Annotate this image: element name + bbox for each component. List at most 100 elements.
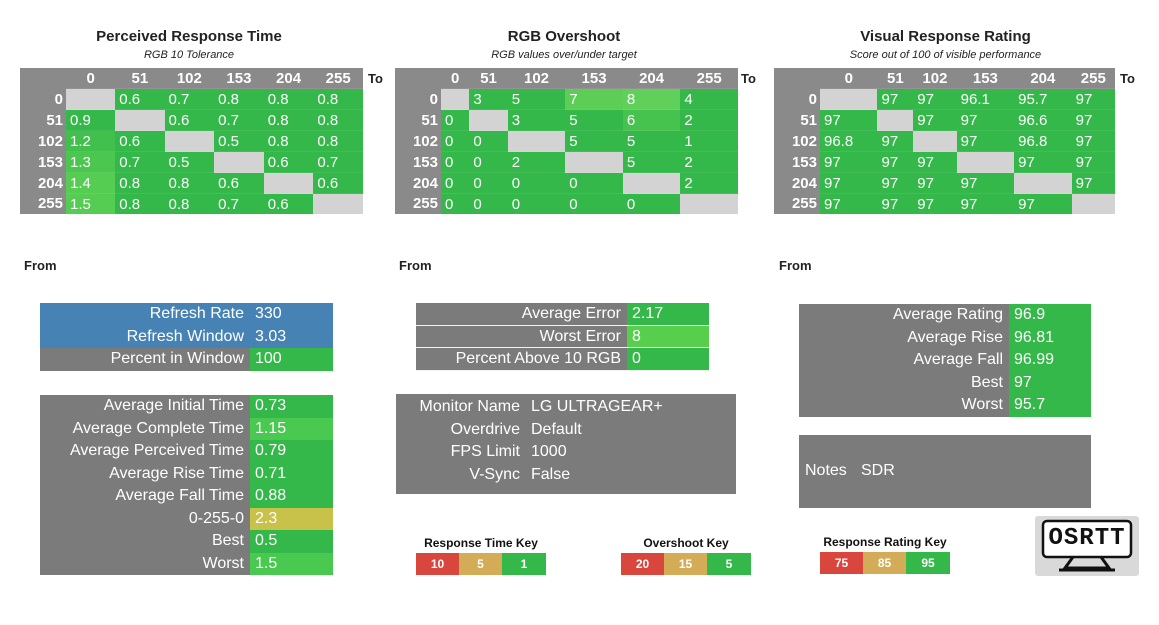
times-label: Best (40, 530, 250, 553)
from-axis-label: From (399, 258, 432, 273)
matrix-cell: 1 (680, 130, 738, 152)
row-header: 204 (20, 172, 66, 194)
rating-matrix: 0 51 102 153 204 255 0 97 97 96.1 95.7 97 51 97 97 97 96… (774, 68, 1115, 214)
row-header: 102 (20, 130, 66, 152)
matrix-cell: 1.5 (66, 193, 116, 214)
monitor-value: LG ULTRAGEAR+ (531, 398, 663, 415)
row-header: 51 (774, 109, 820, 131)
column-header: 102 (164, 68, 215, 89)
matrix-row: 51 0 3 5 6 2 (395, 109, 738, 131)
monitor-logo-icon (1041, 519, 1133, 572)
matrix-cell: 0.9 (66, 109, 116, 131)
errors-value: 0 (627, 348, 709, 371)
column-header: 204 (263, 68, 314, 89)
times-label: Average Perceived Time (40, 440, 250, 463)
matrix-row: 204 1.4 0.8 0.8 0.6 0.6 (20, 172, 363, 194)
matrix-cell: 0.6 (164, 109, 215, 131)
refresh-value: 100 (250, 348, 333, 371)
key-cell-bad: 75 (820, 552, 863, 574)
matrix-cell: 97 (1071, 172, 1115, 194)
times-value: 0.73 (250, 395, 333, 418)
matrix-cell: 0 (622, 193, 681, 214)
errors-row: Worst Error 8 (416, 325, 709, 348)
matrix-cell: 3 (469, 88, 508, 110)
matrix-cell: 0.5 (164, 151, 215, 173)
key-cell-mid: 15 (664, 553, 707, 575)
ratings-label: Worst (799, 394, 1009, 417)
times-row: Average Fall Time 0.88 (40, 485, 333, 508)
column-header: 102 (507, 68, 566, 89)
matrix-cell-empty (877, 109, 914, 131)
matrix-cell: 97 (820, 172, 878, 194)
refresh-label: Refresh Window (40, 325, 250, 348)
refresh-label: Refresh Rate (40, 303, 250, 326)
matrix-row: 153 97 97 97 97 97 (774, 151, 1115, 173)
refresh-row: Refresh Window 3.03 (40, 325, 333, 348)
matrix-row: 51 0.9 0.6 0.7 0.8 0.8 (20, 109, 363, 131)
matrix-cell: 0.6 (313, 172, 363, 194)
ratings-row: Average Rise 96.81 (799, 326, 1091, 349)
monitor-row: Overdrive Default (396, 419, 736, 442)
row-header: 0 (395, 88, 441, 110)
row-header: 0 (774, 88, 820, 110)
matrix-row: 255 1.5 0.8 0.8 0.7 0.6 (20, 193, 363, 214)
response-time-key: Response Time Key 10 5 1 (416, 536, 546, 575)
matrix-cell: 97 (913, 109, 957, 131)
row-header: 0 (20, 88, 66, 110)
matrix-cell: 6 (622, 109, 681, 131)
key-cell-good: 5 (707, 553, 751, 575)
column-header: 255 (680, 68, 738, 89)
matrix-cell-empty (820, 88, 878, 110)
matrix-cell: 2 (680, 151, 738, 173)
matrix-title-response-time: Perceived Response Time (96, 28, 282, 45)
matrix-cell: 0.5 (214, 130, 264, 152)
matrix-cell: 0.8 (115, 172, 165, 194)
matrix-cell: 0 (469, 151, 508, 173)
column-header: 153 (956, 68, 1015, 89)
matrix-cell: 0 (441, 130, 470, 152)
errors-label: Average Error (416, 303, 627, 326)
column-header: 204 (1014, 68, 1072, 89)
ratings-value: 96.99 (1009, 349, 1091, 372)
times-row: Worst 1.5 (40, 552, 333, 575)
monitor-row: FPS Limit 1000 (396, 441, 736, 464)
times-value: 0.5 (250, 530, 333, 553)
matrix-cell: 96.8 (820, 130, 878, 152)
matrix-cell: 0 (441, 109, 470, 131)
times-label: Average Complete Time (40, 417, 250, 440)
matrix-row: 102 1.2 0.6 0.5 0.8 0.8 (20, 130, 363, 152)
times-row: Average Complete Time 1.15 (40, 417, 333, 440)
matrix-cell: 2 (680, 109, 738, 131)
refresh-label: Percent in Window (40, 348, 250, 371)
column-header: 102 (913, 68, 957, 89)
ratings-panel: Average Rating 96.9 Average Rise 96.81 Avera… (799, 304, 1091, 417)
ratings-value: 95.7 (1009, 394, 1091, 417)
matrix-cell: 0 (469, 172, 508, 194)
matrix-cell-empty (507, 130, 566, 152)
times-value: 1.5 (250, 552, 333, 575)
to-axis-label: To (368, 71, 383, 86)
matrix-row: 0 97 97 96.1 95.7 97 (774, 88, 1115, 110)
matrix-cell: 0.6 (115, 88, 165, 110)
matrix-cell: 1.3 (66, 151, 116, 173)
row-header: 255 (20, 193, 66, 214)
matrix-row: 102 0 0 5 5 1 (395, 130, 738, 152)
matrix-cell: 97 (956, 109, 1015, 131)
matrix-cell: 97 (913, 172, 957, 194)
matrix-row: 204 97 97 97 97 97 (774, 172, 1115, 194)
matrix-cell: 0.8 (313, 109, 363, 131)
matrix-cell: 0 (469, 193, 508, 214)
matrix-cell: 97 (913, 151, 957, 173)
matrix-row: 153 1.3 0.7 0.5 0.6 0.7 (20, 151, 363, 173)
response-rating-key: Response Rating Key 75 85 95 (820, 535, 950, 574)
matrix-cell: 0 (507, 172, 566, 194)
row-header: 51 (395, 109, 441, 131)
errors-value: 8 (627, 325, 709, 348)
ratings-row: Average Rating 96.9 (799, 304, 1091, 327)
matrix-cell-empty (680, 193, 738, 214)
matrix-cell: 97 (877, 130, 914, 152)
matrix-cell: 0 (469, 130, 508, 152)
matrix-corner (774, 68, 820, 89)
column-header: 0 (820, 68, 878, 89)
row-header: 255 (774, 193, 820, 214)
